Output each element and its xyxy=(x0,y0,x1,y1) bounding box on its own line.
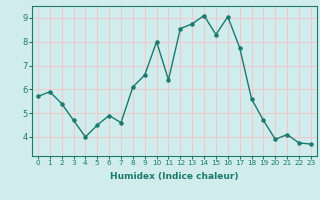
X-axis label: Humidex (Indice chaleur): Humidex (Indice chaleur) xyxy=(110,172,239,181)
